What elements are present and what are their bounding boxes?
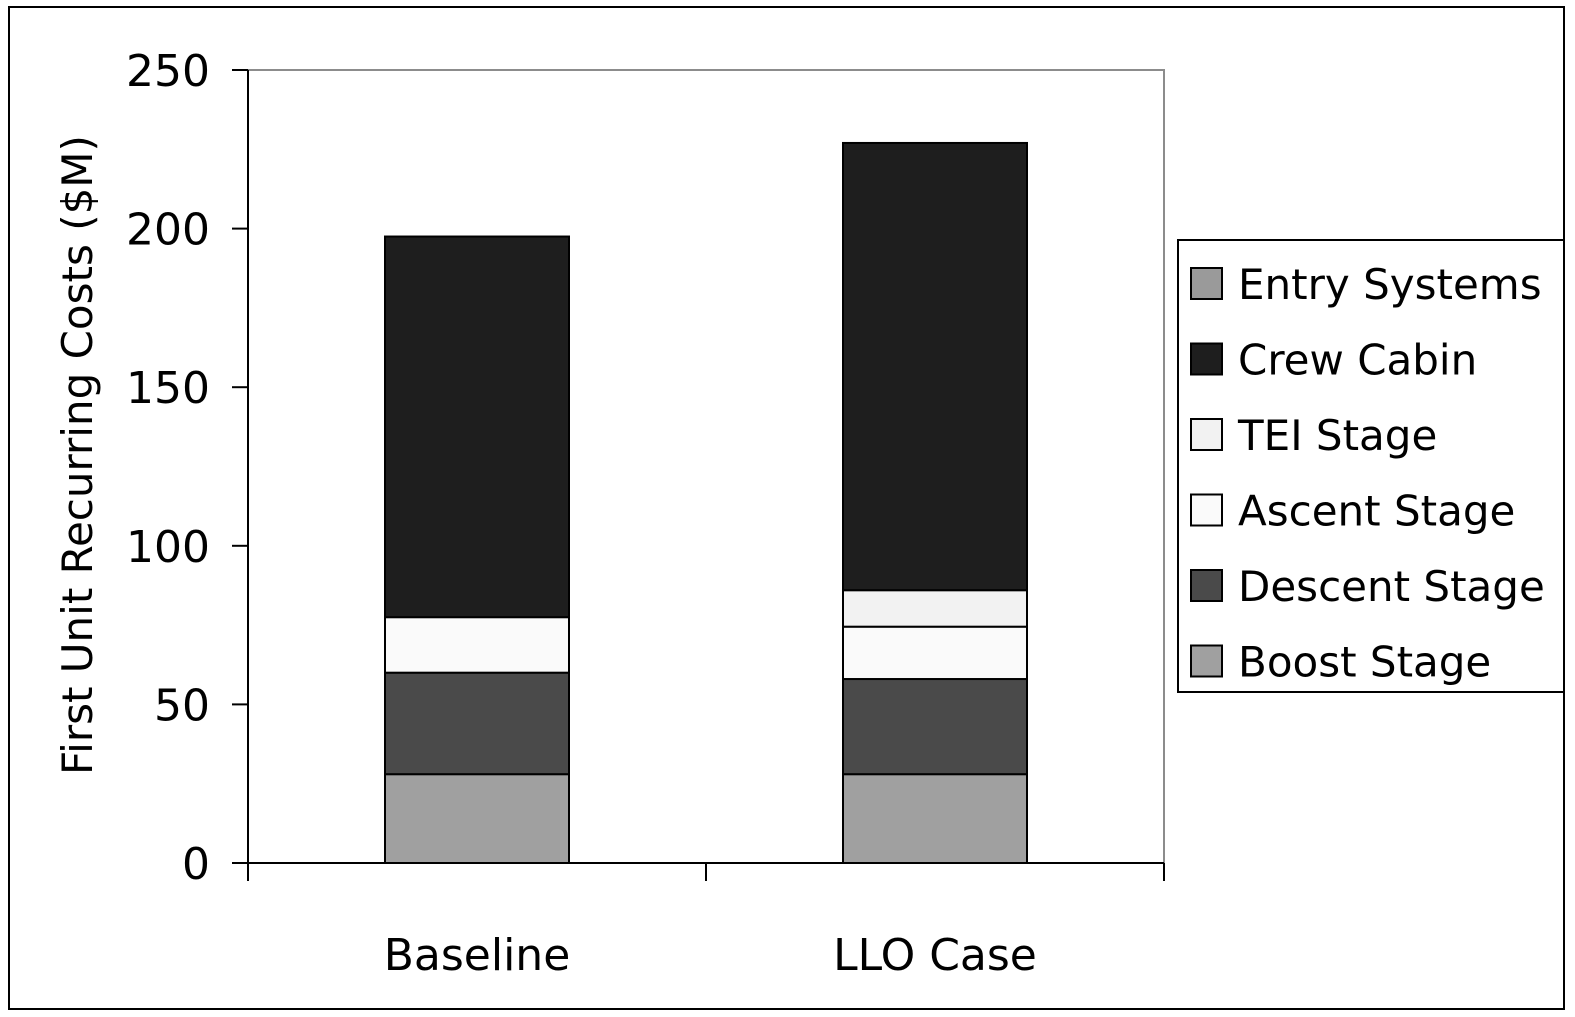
legend-swatch bbox=[1190, 644, 1223, 678]
legend-label: Ascent Stage bbox=[1238, 487, 1515, 536]
legend-label: Descent Stage bbox=[1238, 562, 1545, 611]
y-tick-label: 150 bbox=[126, 363, 210, 414]
legend-swatch bbox=[1190, 342, 1223, 376]
legend-label: Boost Stage bbox=[1238, 638, 1491, 687]
legend-label: Entry Systems bbox=[1238, 260, 1542, 309]
legend-swatch bbox=[1190, 267, 1223, 300]
legend-swatch bbox=[1190, 418, 1223, 451]
bar-segment-crew-cabin-0 bbox=[384, 235, 570, 619]
legend-label: TEI Stage bbox=[1237, 411, 1437, 460]
bar-segment-ascent-stage-0 bbox=[384, 616, 570, 674]
y-axis-label: First Unit Recurring Costs ($M) bbox=[53, 135, 102, 775]
y-tick-label: 50 bbox=[154, 680, 210, 731]
legend-box bbox=[1177, 239, 1565, 693]
bar-segment-crew-cabin-1 bbox=[842, 141, 1028, 592]
y-tick-label: 250 bbox=[126, 46, 210, 97]
bar-segment-ascent-stage-1 bbox=[842, 625, 1028, 681]
x-tick-label: LLO Case bbox=[833, 930, 1037, 981]
legend-swatch bbox=[1190, 569, 1223, 602]
bar-segment-descent-stage-0 bbox=[384, 671, 570, 776]
bar-segment-boost-stage-0 bbox=[384, 773, 570, 865]
bar-segment-tei-stage-1 bbox=[842, 589, 1028, 628]
legend-swatch bbox=[1190, 493, 1223, 527]
y-tick-label: 100 bbox=[126, 522, 210, 573]
legend: Entry Systems Crew Cabin TEI Stage Ascent S… bbox=[1177, 239, 1565, 693]
x-tick-label: Baseline bbox=[384, 930, 571, 981]
y-tick-label: 200 bbox=[126, 205, 210, 256]
legend-label: Crew Cabin bbox=[1238, 336, 1477, 385]
bar-segment-boost-stage-1 bbox=[842, 773, 1028, 865]
axes: 0 50 100 150 200 250 bbox=[126, 46, 1165, 890]
bars: Baseline LLO Case bbox=[384, 141, 1037, 981]
bar-segment-descent-stage-1 bbox=[842, 678, 1028, 776]
y-tick-label: 0 bbox=[182, 839, 210, 890]
